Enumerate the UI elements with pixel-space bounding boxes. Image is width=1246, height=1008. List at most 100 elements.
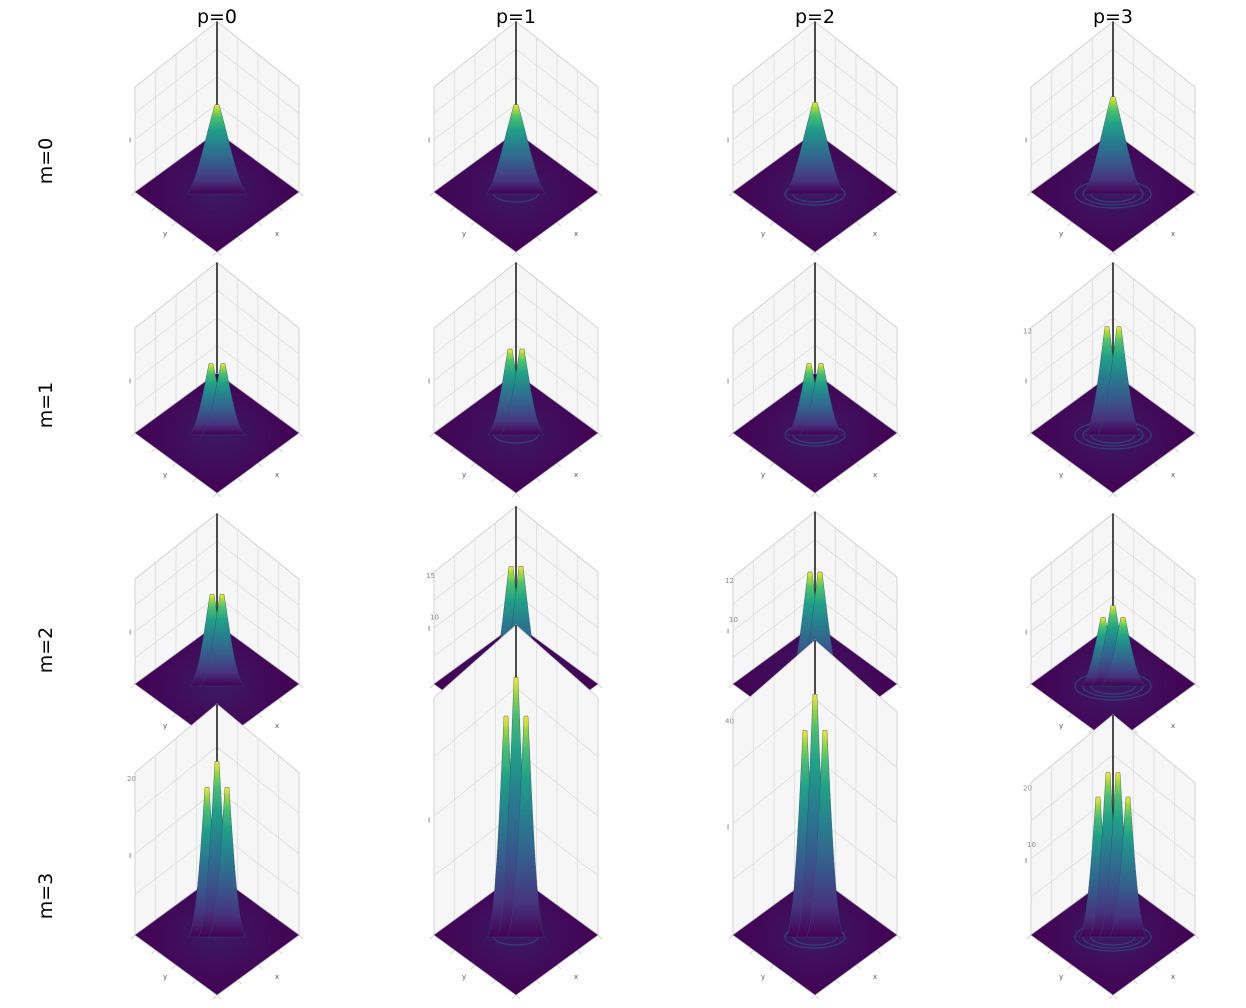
tick — [130, 934, 136, 940]
gridline — [134, 540, 218, 606]
tick — [1026, 934, 1032, 940]
surface-plot-0-0: y x I — [129, 20, 304, 257]
tick — [257, 964, 263, 970]
tick — [577, 447, 582, 453]
tick — [171, 713, 177, 719]
intensity-peak — [1108, 796, 1148, 938]
column-title-1: p=1 — [495, 6, 537, 28]
tick — [216, 994, 222, 1000]
gridline — [814, 539, 898, 605]
z-tick-label: 10 — [729, 616, 738, 624]
gridline — [1112, 754, 1196, 822]
tick — [298, 432, 304, 438]
tick — [1108, 492, 1114, 498]
tick — [835, 477, 840, 483]
tick — [1088, 728, 1093, 734]
x-axis-label: x — [275, 471, 279, 479]
tick — [298, 934, 304, 940]
tick — [450, 949, 455, 955]
tick — [429, 934, 435, 940]
gridline — [1112, 289, 1196, 355]
tick — [1174, 949, 1179, 955]
tick — [835, 979, 840, 985]
tick — [577, 949, 582, 955]
tick — [728, 683, 734, 689]
y-axis-label: y — [163, 471, 167, 479]
tick — [151, 206, 156, 212]
tick — [556, 462, 562, 468]
tick — [1174, 447, 1179, 453]
tick — [470, 221, 476, 227]
tick — [536, 477, 541, 483]
gridline — [433, 687, 517, 758]
tick — [728, 432, 734, 438]
tick — [1088, 979, 1093, 985]
gridline — [134, 289, 218, 355]
tick — [1026, 683, 1032, 689]
tick — [130, 191, 136, 197]
x-axis-label: x — [574, 471, 578, 479]
z-tick-label: 12 — [725, 577, 734, 585]
gridline — [732, 698, 816, 769]
tick — [1108, 251, 1114, 257]
tick — [429, 432, 435, 438]
tick — [212, 251, 218, 257]
tick — [1088, 477, 1093, 483]
tick — [728, 191, 734, 197]
gridline — [814, 48, 898, 114]
y-axis-label: y — [761, 471, 765, 479]
tick — [151, 949, 156, 955]
tick — [1153, 964, 1159, 970]
gridline — [515, 289, 599, 355]
tick — [257, 221, 263, 227]
tick — [749, 447, 754, 453]
tick — [810, 994, 816, 1000]
tick — [896, 683, 902, 689]
z-axis-label: I — [1025, 377, 1027, 385]
x-axis-label: x — [873, 471, 877, 479]
x-axis-label: x — [275, 722, 279, 730]
z-axis-label: I — [129, 852, 131, 860]
tick — [515, 994, 521, 1000]
z-tick-label: 15 — [426, 572, 435, 580]
z-axis-label: I — [428, 817, 430, 825]
gridline — [732, 289, 816, 355]
tick — [237, 979, 242, 985]
y-axis-label: y — [462, 973, 466, 981]
tick — [1174, 698, 1179, 704]
tick — [171, 221, 177, 227]
tick — [278, 206, 283, 212]
tick — [237, 236, 242, 242]
tick — [237, 477, 242, 483]
z-tick-label: 10 — [1027, 841, 1036, 849]
surface-plot-0-2: y x I — [727, 20, 902, 257]
gridline — [216, 289, 300, 355]
y-axis-label: y — [1059, 973, 1063, 981]
tick — [1047, 206, 1052, 212]
tick — [876, 949, 881, 955]
z-axis-label: I — [428, 136, 430, 144]
intensity-peak — [1100, 617, 1146, 687]
tick — [1133, 236, 1138, 242]
tick — [171, 462, 177, 468]
z-tick-label: 40 — [725, 718, 734, 726]
tick — [1067, 221, 1073, 227]
x-axis-label: x — [574, 230, 578, 238]
z-axis-label: I — [727, 377, 729, 385]
gridline — [433, 48, 517, 114]
tick — [769, 221, 775, 227]
tick — [810, 251, 816, 257]
surface-plot-3-3: y x I 20 10 — [1023, 713, 1200, 1000]
tick — [1194, 191, 1200, 197]
surface-plot-1-3: y x I 12 — [1023, 261, 1200, 498]
surface-plot-1-1: y x I — [428, 261, 603, 498]
tick — [151, 698, 156, 704]
tick — [896, 934, 902, 940]
intensity-peak — [1082, 96, 1144, 195]
tick — [429, 683, 435, 689]
tick — [278, 698, 283, 704]
tick — [597, 934, 603, 940]
surface-plot-3-0: y x I 20 — [127, 703, 304, 1000]
gridline — [515, 48, 599, 114]
tick — [855, 221, 861, 227]
